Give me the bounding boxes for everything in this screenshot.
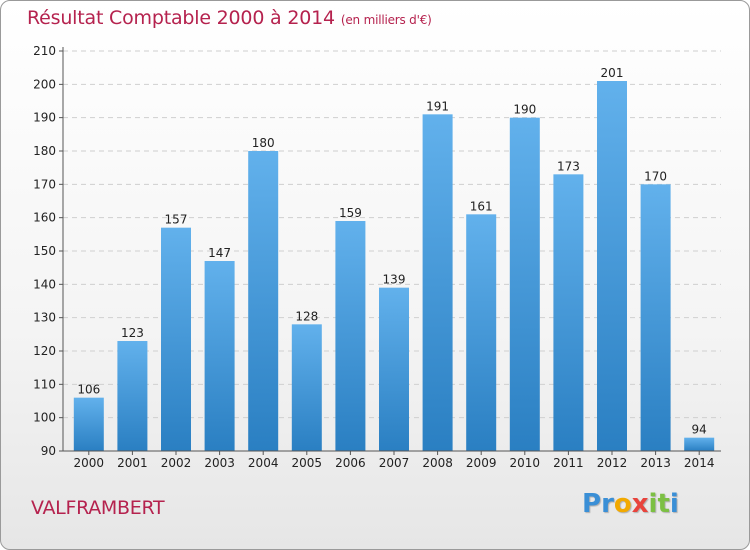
bar bbox=[248, 151, 279, 451]
y-tick-label: 210 bbox=[33, 44, 56, 58]
logo-letter: t bbox=[657, 489, 670, 519]
x-tick-label: 2006 bbox=[335, 456, 366, 470]
x-tick-label: 2010 bbox=[510, 456, 541, 470]
y-tick-label: 90 bbox=[41, 444, 56, 458]
y-tick-label: 150 bbox=[33, 244, 56, 258]
y-tick-label: 110 bbox=[33, 377, 56, 391]
bar bbox=[597, 81, 627, 451]
x-tick-label: 2013 bbox=[640, 456, 671, 470]
bar bbox=[553, 174, 584, 452]
bar-value-label: 123 bbox=[121, 326, 144, 340]
y-tick-label: 180 bbox=[33, 144, 56, 158]
logo-letter: P bbox=[582, 489, 602, 519]
bar-value-label: 170 bbox=[644, 169, 667, 183]
bar bbox=[117, 341, 148, 451]
bar bbox=[509, 117, 540, 452]
bar bbox=[73, 397, 104, 451]
y-tick-label: 200 bbox=[33, 77, 56, 91]
logo-letter: o bbox=[613, 489, 632, 519]
bar-value-label: 106 bbox=[77, 383, 100, 397]
y-tick-label: 160 bbox=[33, 211, 56, 225]
bar-value-label: 139 bbox=[383, 273, 406, 287]
bar bbox=[204, 261, 235, 451]
x-tick-label: 2012 bbox=[597, 456, 628, 470]
labels-group: 90 100 110 120 130 140 150 160 170 180 190 200 210 10… bbox=[33, 44, 714, 470]
x-tick-label: 2008 bbox=[422, 456, 453, 470]
bar-value-label: 180 bbox=[252, 136, 275, 150]
x-tick-label: 2014 bbox=[684, 456, 715, 470]
logo-letter: r bbox=[601, 489, 614, 519]
bar-value-label: 161 bbox=[470, 199, 493, 213]
chart-subtitle: (en milliers d'€) bbox=[340, 13, 432, 27]
chart-title: Résultat Comptable 2000 à 2014 (en millie… bbox=[27, 7, 432, 29]
bar-value-label: 159 bbox=[339, 206, 362, 220]
bar bbox=[422, 114, 453, 451]
proxiti-logo[interactable]: Proxiti bbox=[582, 489, 679, 519]
bar bbox=[379, 287, 409, 451]
bar-value-label: 157 bbox=[165, 213, 188, 227]
bar-value-label: 190 bbox=[513, 103, 536, 117]
logo-letter: i bbox=[648, 489, 658, 519]
bar bbox=[161, 227, 191, 451]
y-tick-label: 140 bbox=[33, 277, 56, 291]
x-tick-label: 2000 bbox=[74, 456, 105, 470]
bar-value-label: 201 bbox=[601, 66, 624, 80]
bar-value-label: 128 bbox=[295, 309, 318, 323]
x-tick-label: 2001 bbox=[117, 456, 148, 470]
x-tick-label: 2005 bbox=[292, 456, 323, 470]
bar bbox=[466, 214, 497, 451]
bar bbox=[291, 324, 322, 451]
x-tick-label: 2009 bbox=[466, 456, 497, 470]
bar bbox=[640, 184, 671, 452]
bar-value-label: 191 bbox=[426, 99, 449, 113]
logo-letter: x bbox=[631, 489, 649, 519]
x-tick-label: 2003 bbox=[204, 456, 235, 470]
y-tick-label: 130 bbox=[33, 311, 56, 325]
y-tick-label: 100 bbox=[33, 411, 56, 425]
y-tick-label: 120 bbox=[33, 344, 56, 358]
y-tick-label: 190 bbox=[33, 111, 56, 125]
x-tick-label: 2002 bbox=[161, 456, 192, 470]
y-tick-label: 170 bbox=[33, 177, 56, 191]
logo-letter: i bbox=[669, 489, 679, 519]
bars-group bbox=[73, 81, 715, 452]
bar bbox=[684, 437, 715, 451]
bar-value-label: 147 bbox=[208, 246, 231, 260]
commune-name: VALFRAMBERT bbox=[31, 497, 165, 519]
x-tick-label: 2007 bbox=[379, 456, 410, 470]
axes-group bbox=[59, 47, 721, 455]
bar bbox=[335, 221, 366, 451]
chart-title-text: Résultat Comptable 2000 à 2014 bbox=[27, 7, 335, 29]
bar-value-label: 94 bbox=[692, 423, 707, 437]
x-tick-label: 2004 bbox=[248, 456, 279, 470]
x-tick-label: 2011 bbox=[553, 456, 584, 470]
bar-value-label: 173 bbox=[557, 159, 580, 173]
